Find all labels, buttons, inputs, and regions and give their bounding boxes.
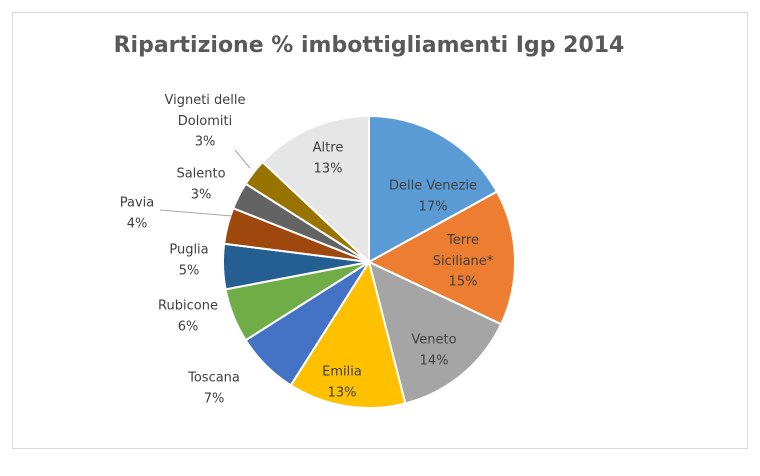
slice-label: Pavia	[120, 196, 155, 211]
pie-slice	[368, 114, 499, 264]
slice-label: Terre Siciliane*	[433, 233, 494, 269]
slice-label: Emilia	[322, 365, 362, 380]
slice-label: Delle Venezie	[389, 179, 477, 194]
pie-slice	[366, 190, 516, 326]
pie-slice	[367, 260, 503, 405]
slice-label: Toscana	[187, 371, 240, 386]
chart-title: Ripartizione % imbottigliamenti Igp 2014	[114, 33, 625, 58]
slice-label: Altre	[313, 141, 344, 156]
slice-label: Salento	[176, 167, 225, 182]
slice-value-label: 17%	[419, 200, 448, 215]
slice-value-label: 7%	[204, 392, 225, 407]
slice-label: Veneto	[411, 333, 456, 348]
slice-label: Rubicone	[158, 299, 218, 314]
slice-label: Puglia	[169, 243, 208, 258]
slice-value-label: 14%	[420, 354, 449, 369]
slice-label: Vigneti delle Dolomiti	[164, 93, 245, 129]
slice-value-label: 3%	[195, 135, 216, 150]
pie-slice	[289, 259, 407, 409]
slice-value-label: 3%	[191, 188, 212, 203]
slice-value-label: 13%	[328, 386, 357, 401]
slice-value-label: 5%	[179, 264, 200, 279]
slice-value-label: 15%	[449, 275, 478, 290]
slice-value-label: 13%	[314, 162, 343, 177]
slice-value-label: 6%	[178, 320, 199, 335]
slice-value-label: 4%	[127, 217, 148, 232]
leader-line	[234, 149, 251, 169]
leader-line	[159, 209, 233, 217]
pie-slice	[261, 114, 370, 265]
